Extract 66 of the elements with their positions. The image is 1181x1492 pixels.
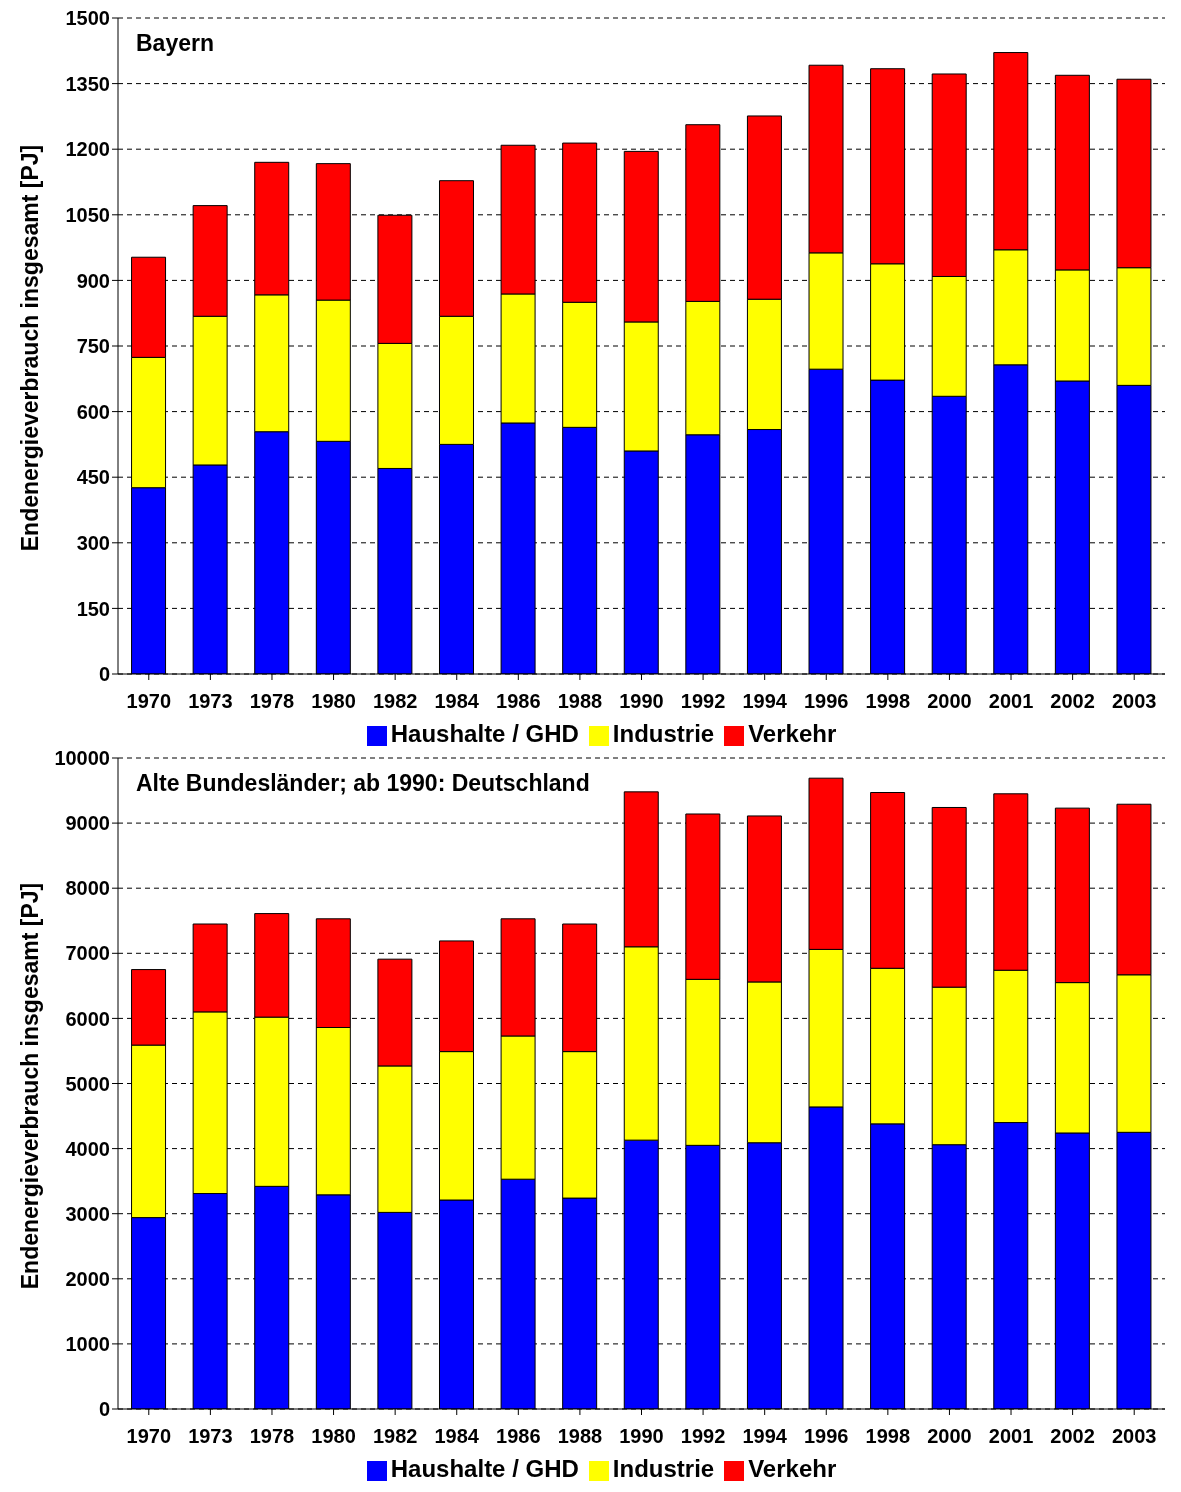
legend-label: Haushalte / GHD [390,1455,579,1482]
x-tick-label: 2003 [1111,1425,1157,1448]
x-tick-label: 1978 [249,690,295,713]
y-tick-label: 600 [76,400,110,423]
x-tick-label: 1970 [126,690,172,713]
y-tick-label: 1050 [65,203,110,226]
x-tick-label: 1978 [249,1425,295,1448]
x-tick-label: 1984 [434,690,480,713]
text: Alte Bundesländer; ab 1990: Deutschland [136,770,590,797]
x-tick-label: 2001 [988,690,1034,713]
x-tick-label: 1986 [496,690,541,713]
x-tick-label: 1996 [804,690,849,713]
x-tick-label: 2000 [927,1425,972,1448]
y-tick-label: 0 [98,663,110,686]
x-tick-label: 1994 [742,1425,788,1448]
x-tick-label: 1990 [619,1425,664,1448]
y-axis-title: Endenergieverbrauch insgesamt [PJ] [16,144,44,552]
x-tick-label: 1990 [619,690,664,713]
x-tick-label: 1986 [496,1425,541,1448]
y-axis-title: Endenergieverbrauch insgesamt [PJ] [16,882,44,1289]
y-tick-label: 300 [76,531,110,554]
x-tick-label: 1980 [311,1425,356,1448]
text: Bayern [136,30,214,57]
y-tick-label: 8000 [65,877,110,900]
y-tick-label: 750 [76,335,110,358]
y-tick-label: 150 [76,597,110,620]
legend-label: Verkehr [748,1455,837,1482]
y-tick-label: 2000 [65,1267,110,1290]
x-tick-label: 1992 [680,690,726,713]
x-tick-label: 1994 [742,690,788,713]
y-tick-label: 7000 [65,942,110,965]
y-tick-label: 1350 [65,72,110,95]
y-tick-label: 10000 [54,747,110,770]
x-tick-label: 1982 [372,1425,418,1448]
legend-label: Haushalte / GHD [390,720,579,747]
y-tick-label: 900 [76,269,110,292]
x-tick-label: 2001 [988,1425,1034,1448]
y-tick-label: 1200 [65,138,110,161]
legend-label: Industrie [612,720,715,747]
x-tick-label: 1970 [126,1425,172,1448]
x-tick-label: 1984 [434,1425,480,1448]
x-tick-label: 2003 [1111,690,1157,713]
y-tick-label: 0 [98,1398,110,1421]
x-tick-label: 1988 [557,1425,603,1448]
y-tick-label: 9000 [65,812,110,835]
x-tick-label: 2000 [927,690,972,713]
x-tick-label: 1998 [865,1425,911,1448]
y-tick-label: 450 [76,466,110,489]
y-tick-label: 1000 [65,1333,110,1355]
y-tick-label: 3000 [65,1202,110,1225]
y-tick-label: 6000 [65,1007,110,1030]
x-tick-label: 2002 [1050,1425,1095,1448]
x-tick-label: 1973 [188,690,233,713]
y-tick-label: 4000 [65,1137,110,1160]
legend-label: Industrie [612,1455,715,1482]
x-tick-label: 2002 [1050,690,1095,713]
x-tick-label: 1998 [865,690,911,713]
x-tick-label: 1996 [804,1425,849,1448]
x-tick-label: 1982 [372,690,418,713]
x-tick-label: 1992 [680,1425,726,1448]
y-tick-label: 5000 [65,1072,110,1095]
x-tick-label: 1973 [188,1425,233,1448]
x-tick-label: 1980 [311,690,356,713]
x-tick-label: 1988 [557,690,603,713]
legend-label: Verkehr [748,720,837,747]
y-tick-label: 1500 [65,7,110,30]
